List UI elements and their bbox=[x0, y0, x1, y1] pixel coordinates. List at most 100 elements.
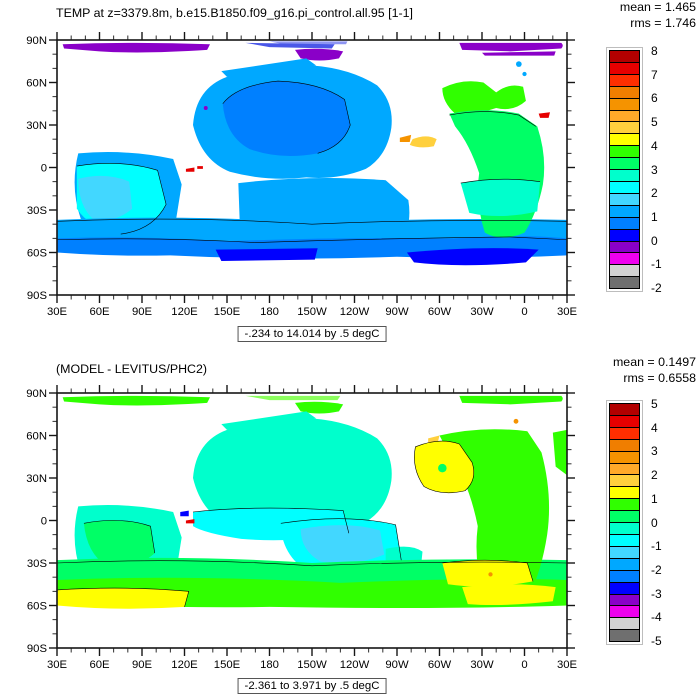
lon-tick-label: 30E bbox=[557, 306, 578, 318]
colorbar-tick-label: -1 bbox=[651, 539, 662, 554]
map-region-baffin-dot-1 bbox=[516, 61, 522, 67]
lon-tick-label: 150E bbox=[214, 306, 241, 318]
contour-range-caption: -.234 to 14.014 by .5 degC bbox=[237, 326, 387, 342]
plot-title: TEMP at z=3379.8m, b.e15.B1850.f09_g16.p… bbox=[56, 6, 413, 20]
contour-line bbox=[193, 508, 349, 533]
lon-tick-label: 120E bbox=[171, 306, 198, 318]
colorbar-cell bbox=[610, 228, 639, 241]
colorbar: 8 7 6 5 4 3 2 1 0 -1 -2 bbox=[606, 45, 662, 294]
panel-bottom: (MODEL - LEVITUS/PHC2) mean = 0.1497 rms… bbox=[0, 353, 700, 700]
lon-tick-label: 60W bbox=[428, 306, 452, 318]
colorbar-tick-label: 5 bbox=[651, 397, 658, 411]
plot-stats: mean = 0.1497 rms = 0.6558 bbox=[613, 355, 696, 386]
plot-title: (MODEL - LEVITUS/PHC2) bbox=[56, 362, 208, 376]
colorbar-cell bbox=[610, 414, 639, 427]
colorbar-tick-label: 3 bbox=[651, 162, 658, 177]
colorbar-tick-label: 6 bbox=[651, 91, 658, 106]
map-region-satl-orange-dot bbox=[488, 572, 493, 577]
contour-line bbox=[57, 561, 567, 566]
colorbar-tick-label: 2 bbox=[651, 186, 658, 201]
colorbar-tick-label: -3 bbox=[651, 586, 662, 601]
map-region-s-streak-blue-2 bbox=[406, 248, 539, 266]
colorbar-tick-label: 3 bbox=[651, 444, 658, 459]
lon-tick-label: 0 bbox=[521, 306, 527, 318]
colorbar-cell bbox=[610, 133, 639, 146]
colorbar-tick-label: -2 bbox=[651, 562, 662, 577]
colorbar-cell bbox=[610, 404, 639, 415]
colorbar-cell bbox=[610, 204, 639, 217]
panel-top: TEMP at z=3379.8m, b.e15.B1850.f09_g16.p… bbox=[26, 0, 696, 342]
map-region-eq-blue-speck bbox=[180, 510, 189, 517]
map-plot: 30E 60E 90E 120E 150E 180 150W 120W 90W 60W 30W 0 30… bbox=[26, 32, 578, 318]
lon-tick-label: 180 bbox=[260, 659, 279, 671]
colorbar-tick-label: 0 bbox=[651, 515, 658, 530]
colorbar-tick-label: 4 bbox=[651, 138, 658, 153]
map-region-bering-turq bbox=[221, 411, 317, 430]
lon-tick-label: 180 bbox=[260, 306, 279, 318]
map-region-spac-ltcyan bbox=[300, 525, 385, 564]
map-region-carib-orange bbox=[399, 134, 412, 142]
lat-tick-label: 30N bbox=[26, 473, 47, 485]
colorbar-cells bbox=[609, 403, 640, 642]
contour-line bbox=[57, 588, 189, 607]
colorbar-tick-label: 1 bbox=[651, 491, 658, 506]
colorbar-cell bbox=[610, 569, 639, 582]
contour-line bbox=[223, 81, 351, 153]
colorbar-cell bbox=[610, 109, 639, 122]
lat-tick-label: 60S bbox=[27, 601, 48, 613]
rms-value: rms = 0.6558 bbox=[623, 370, 696, 385]
map-region-baffin-dot-2 bbox=[522, 71, 527, 77]
colorbar-tick-label: 5 bbox=[651, 115, 658, 130]
colorbar-cell bbox=[610, 51, 639, 62]
colorbar-cell bbox=[610, 240, 639, 253]
lat-tick-label: 60S bbox=[27, 248, 48, 260]
map-region-arctic-strip-blue bbox=[245, 42, 335, 49]
axis-labels: 30E 60E 90E 120E 150E 180 150W 120W 90W 60W 30W 0 30… bbox=[26, 35, 577, 318]
mean-value: mean = 1.465 bbox=[619, 0, 696, 14]
axis-labels: 30E 60E 90E 120E 150E 180 150W 120W 90W 60W 30W 0 30… bbox=[26, 388, 577, 671]
map-region-natl-gold-dash bbox=[428, 435, 440, 443]
axis-ticks bbox=[49, 32, 575, 303]
map-region-arctic-band-west bbox=[62, 42, 210, 53]
lon-tick-label: 120W bbox=[340, 306, 370, 318]
contour-range-caption: -2.361 to 3.971 by .5 degC bbox=[237, 678, 387, 694]
map-region-natl-green bbox=[442, 81, 526, 114]
map-region-satl-yellow-1 bbox=[442, 560, 533, 587]
lat-tick-label: 0 bbox=[41, 163, 47, 175]
colorbar-tick-label: 2 bbox=[651, 468, 658, 483]
contour-line bbox=[57, 237, 567, 243]
lat-tick-label: 0 bbox=[41, 516, 47, 528]
map-canvas: 30E 60E 90E 120E 150E 180 150W 120W 90W 60W 30W 0 30… bbox=[0, 353, 700, 685]
lat-tick-label: 90S bbox=[27, 290, 48, 302]
map-region-s-streak-blue-1 bbox=[215, 248, 318, 261]
lon-tick-label: 60W bbox=[428, 659, 452, 671]
colorbar-cell bbox=[610, 145, 639, 158]
colorbar-tick-label: 0 bbox=[651, 233, 658, 248]
plot-stats: mean = 1.465 rms = 1.746 bbox=[620, 0, 696, 31]
colorbar-cell bbox=[610, 522, 639, 534]
map-region-s-band-sky bbox=[57, 217, 567, 244]
lon-tick-label: 60E bbox=[89, 659, 110, 671]
lon-tick-label: 30E bbox=[47, 659, 68, 671]
map-region-arctic-line-east bbox=[482, 51, 556, 56]
colorbar-cell bbox=[610, 97, 639, 110]
colorbar-cell bbox=[610, 545, 639, 558]
lon-tick-label: 150W bbox=[297, 306, 327, 318]
colorbar-tick-label: -2 bbox=[651, 281, 662, 295]
map-region-nordic-orange-dot bbox=[513, 418, 519, 424]
colorbar-cell bbox=[610, 605, 639, 618]
colorbar-cell bbox=[610, 61, 639, 74]
map-region-indian-yellow-band bbox=[57, 588, 189, 609]
lat-tick-label: 90N bbox=[26, 388, 47, 400]
map-region-natl-green-oval bbox=[438, 463, 447, 473]
colorbar-cell bbox=[610, 462, 639, 475]
colorbar-tick-label: 8 bbox=[651, 44, 658, 58]
lat-tick-label: 30S bbox=[27, 205, 48, 217]
lon-tick-label: 150E bbox=[214, 659, 241, 671]
map-region-indian-spring bbox=[83, 520, 155, 567]
colorbar-cell bbox=[610, 180, 639, 193]
lat-tick-label: 60N bbox=[26, 431, 47, 443]
lon-tick-label: 120W bbox=[340, 659, 370, 671]
colorbar-cell bbox=[610, 276, 639, 289]
map-region-arctic-band-east bbox=[459, 395, 563, 405]
